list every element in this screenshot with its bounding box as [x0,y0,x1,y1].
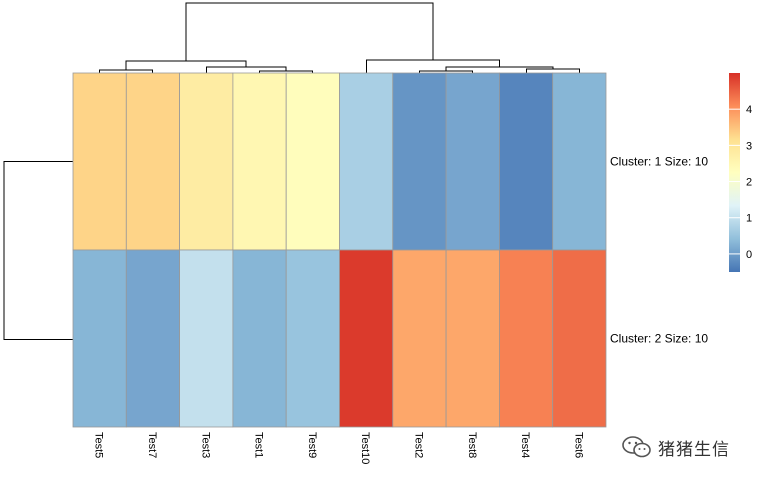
color-legend-tick-label: 1 [746,213,752,225]
heatmap-cell [498,249,554,428]
row-label: Cluster: 2 Size: 10 [610,332,708,346]
heatmap-cell [445,72,500,251]
heatmap-cell [392,249,447,428]
column-label: Test2 [412,432,424,458]
column-label: Test3 [199,432,211,458]
watermark-text: 猪猪生信 [658,439,730,460]
column-label: Test10 [359,432,371,464]
watermark: 猪猪生信 [622,436,730,460]
color-legend-ticks: 0 1 2 3 4 [729,104,752,261]
heatmap-cell [179,249,234,428]
column-label: Test8 [466,432,478,458]
heatmap-cell [552,249,607,428]
color-legend: 0 1 2 3 4 [729,73,752,272]
column-dendrogram-link [206,66,287,73]
heatmap-cell [179,72,234,251]
heatmap-cell [72,249,127,428]
color-legend-tick-label: 2 [746,177,752,189]
column-dendrogram-link [99,69,153,73]
heatmap-cell [72,72,127,251]
column-label: Test5 [93,432,105,458]
heatmap-cell [445,249,500,428]
color-legend-tick-label: 0 [746,249,752,261]
heatmap-cell [232,249,287,428]
column-dendrogram [99,2,580,73]
heatmap-cell [339,249,394,428]
heatmap-cell [339,72,394,251]
heatmap-cell [285,72,340,251]
heatmap-cell [125,249,181,428]
heatmap-cell [285,249,340,428]
column-label: Test4 [519,432,531,458]
heatmap-cell [498,72,554,251]
column-dendrogram-link [185,2,434,61]
row-label: Cluster: 1 Size: 10 [610,155,708,169]
row-dendrogram [3,161,73,340]
wechat-icon [622,436,651,458]
heatmap-cell [552,72,607,251]
column-label: Test9 [306,432,318,458]
heatmap-cell [392,72,447,251]
column-dendrogram-link [125,60,247,70]
heatmap-cell [232,72,287,251]
color-legend-bar [729,73,740,272]
color-legend-tick-label: 4 [746,104,752,116]
heatmap-cell [125,72,181,251]
row-dendrogram-link [3,161,73,340]
column-label: Test6 [572,432,584,458]
column-labels: Test5 Test7 Test3 Test1 Test9 Test10 Test2 Test… [93,432,585,464]
column-dendrogram-link [526,68,580,73]
heatmap-cells [72,72,607,428]
row-labels: Cluster: 1 Size: 10 Cluster: 2 Size: 10 [610,155,708,346]
column-label: Test7 [146,432,158,458]
column-label: Test1 [253,432,265,458]
color-legend-tick-label: 3 [746,140,752,152]
